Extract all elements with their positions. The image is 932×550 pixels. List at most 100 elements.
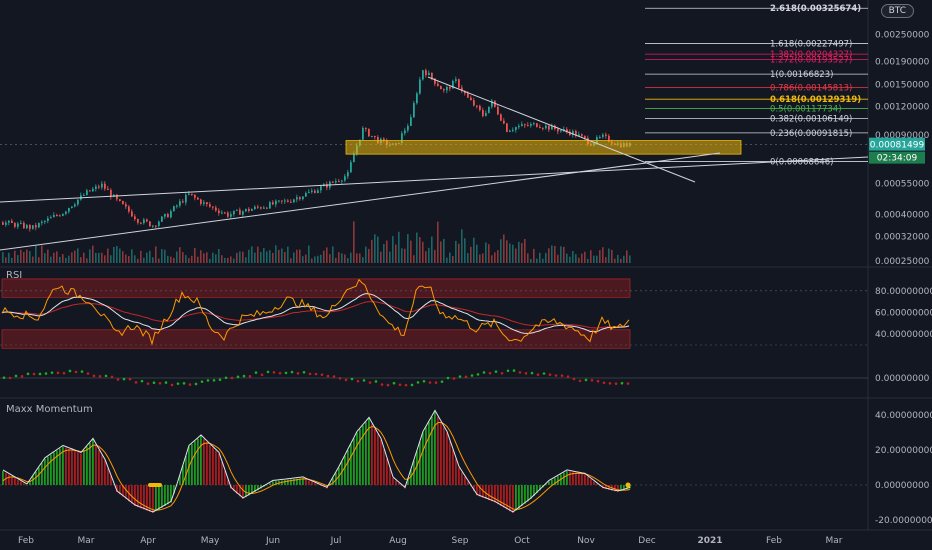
volume-bar: [470, 246, 472, 263]
candle-body: [122, 200, 124, 205]
momentum-bar: [371, 423, 373, 485]
candle-body: [206, 202, 208, 205]
candle-body: [581, 134, 583, 136]
momentum-bar: [287, 479, 289, 485]
candle-body: [371, 135, 373, 137]
momentum-bar: [506, 485, 508, 510]
momentum-bar: [194, 441, 196, 485]
signal-dot: [554, 374, 558, 377]
momentum-bar: [23, 483, 25, 485]
volume-bar: [560, 246, 562, 263]
x-axis-label: Aug: [389, 536, 407, 546]
momentum-bar: [86, 446, 88, 485]
momentum-bar: [512, 485, 514, 513]
signal-dot: [344, 378, 348, 382]
candle-body: [233, 210, 235, 215]
candle-body: [314, 190, 316, 193]
candle-body: [71, 206, 73, 208]
momentum-bar: [569, 471, 571, 485]
signal-dot: [326, 374, 330, 378]
momentum-bar: [173, 485, 175, 494]
price-tick-label: 0.00250000: [875, 30, 930, 40]
volume-bar: [428, 247, 430, 263]
momentum-bar: [125, 485, 127, 499]
candle-body: [551, 125, 553, 130]
momentum-bar: [566, 471, 568, 485]
fib-level-label: 0.786(0.00145813): [770, 83, 852, 93]
momentum-bar: [221, 462, 223, 485]
volume-bar: [539, 252, 541, 263]
candle-body: [419, 79, 421, 94]
momentum-bar: [266, 485, 268, 486]
volume-bar: [173, 257, 175, 263]
momentum-bar: [452, 450, 454, 485]
momentum-marker: [148, 483, 162, 487]
momentum-bar: [140, 485, 142, 509]
fib-level-label: 0.5(0.00117734): [770, 104, 842, 114]
candle-body: [404, 130, 406, 134]
candle-body: [434, 78, 436, 84]
momentum-bar: [629, 485, 631, 489]
candle-body: [539, 127, 541, 129]
volume-bar: [611, 249, 613, 263]
volume-bar: [320, 254, 322, 263]
candle-body: [491, 100, 493, 107]
volume-bar: [203, 253, 205, 263]
volume-bar: [95, 252, 97, 263]
volume-bar: [221, 255, 223, 263]
candle-body: [341, 180, 343, 182]
candle-body: [230, 214, 232, 217]
candle-body: [572, 130, 574, 135]
momentum-bar: [623, 485, 625, 491]
volume-bar: [557, 254, 559, 263]
volume-bar: [500, 239, 502, 263]
candle-body: [527, 124, 529, 126]
momentum-bar: [212, 447, 214, 485]
fib-level-label: 1.272(0.00193527): [770, 55, 852, 65]
signal-dot: [44, 372, 48, 375]
momentum-bar: [524, 485, 526, 504]
candle-body: [176, 205, 178, 207]
signal-dot: [278, 371, 282, 375]
momentum-bar: [461, 472, 463, 485]
volume-bar: [521, 243, 523, 263]
candle-body: [74, 204, 76, 207]
signal-dot: [476, 373, 480, 376]
momentum-bar: [257, 485, 259, 491]
candle-body: [455, 79, 457, 81]
currency-badge[interactable]: BTC: [880, 4, 914, 18]
momentum-bar: [386, 458, 388, 485]
momentum-bar: [347, 450, 349, 485]
rsi-ma-white-line: [1, 293, 630, 334]
volume-bar: [527, 253, 529, 263]
volume-bar: [626, 250, 628, 263]
x-axis-label: 2021: [697, 536, 722, 546]
momentum-bar: [578, 473, 580, 485]
momentum-bar: [449, 441, 451, 485]
candle-body: [119, 199, 121, 201]
momentum-bar: [239, 485, 241, 497]
volume-bar: [47, 249, 49, 263]
volume-bar: [239, 251, 241, 263]
momentum-bar: [35, 471, 37, 485]
volume-bar: [473, 237, 475, 263]
candle-body: [524, 124, 526, 126]
momentum-bar: [488, 485, 490, 501]
volume-bar: [65, 257, 67, 263]
momentum-bar: [446, 432, 448, 485]
candle-body: [11, 220, 13, 224]
fib-level-label: 0.236(0.00091815): [770, 129, 852, 139]
signal-dot: [584, 378, 588, 382]
momentum-bar: [425, 427, 427, 485]
volume-bar: [623, 255, 625, 263]
signal-dot: [290, 370, 294, 374]
momentum-bar: [200, 436, 202, 485]
candle-body: [200, 199, 202, 204]
volume-bar: [179, 247, 181, 263]
candle-body: [512, 129, 514, 131]
candle-body: [26, 225, 28, 229]
momentum-bar: [416, 451, 418, 485]
candle-body: [383, 138, 385, 141]
momentum-bar: [206, 441, 208, 485]
